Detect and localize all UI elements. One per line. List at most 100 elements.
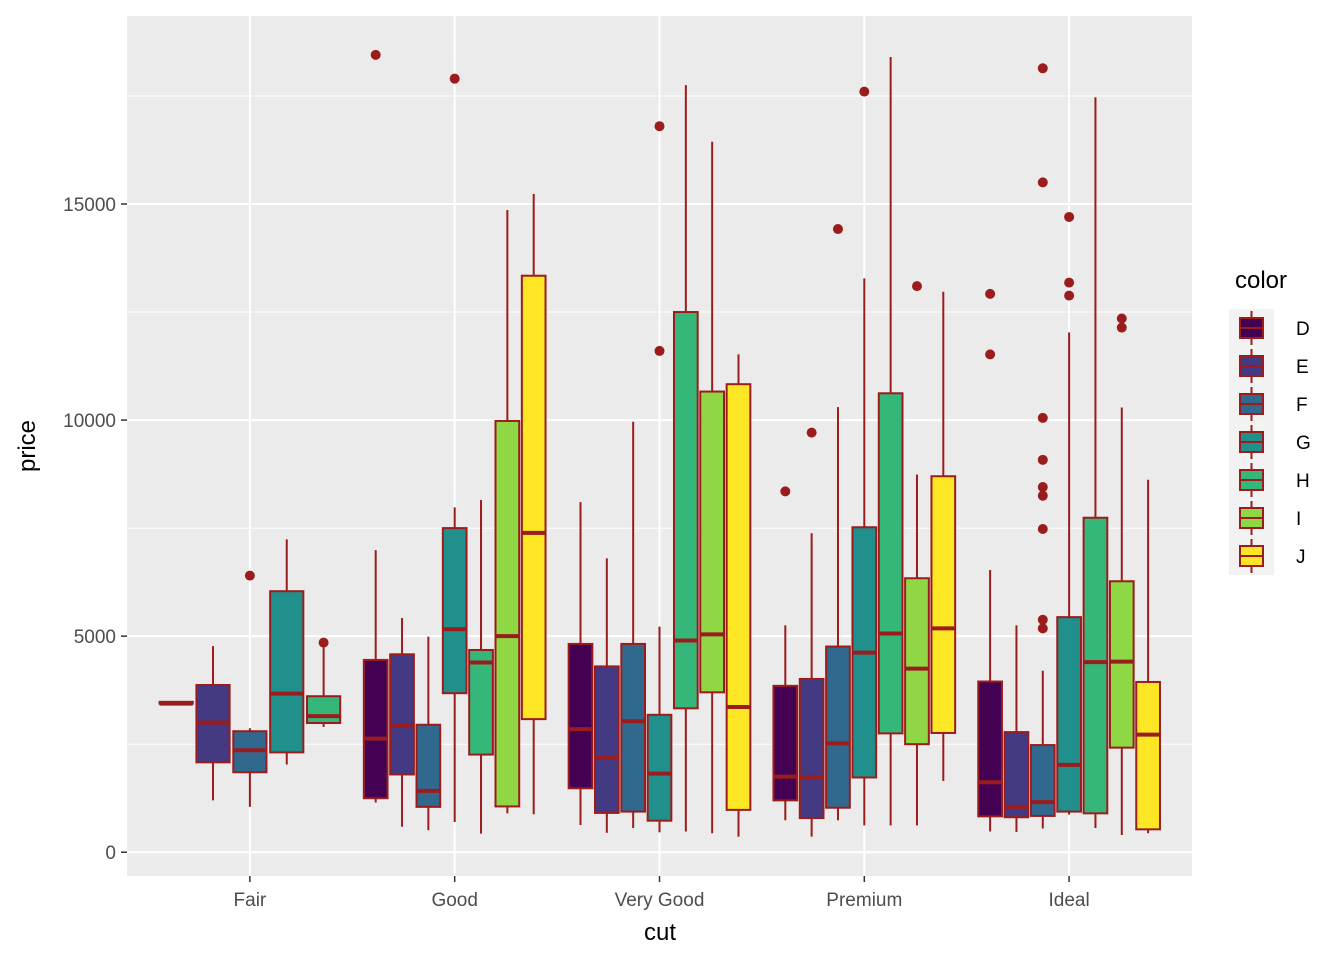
box-body: [904, 577, 930, 746]
outlier-point: [1037, 623, 1048, 634]
outlier-point: [1037, 482, 1048, 493]
outlier-point: [1037, 523, 1048, 534]
box-D-ideal: [977, 288, 1003, 832]
outlier-point: [244, 570, 255, 581]
box-body: [389, 653, 415, 776]
outlier-point: [1116, 313, 1127, 324]
x-tick-label: Ideal: [1049, 890, 1090, 911]
box-body: [593, 665, 620, 814]
box-E-premium: [798, 427, 825, 837]
outlier-point: [832, 224, 843, 235]
legend-label: G: [1296, 433, 1311, 454]
x-axis: Fair Good Very Good Premium Ideal: [234, 876, 1090, 911]
outlier-point: [985, 288, 996, 299]
box-G-fair: [269, 539, 305, 765]
box-E-ideal: [1003, 625, 1030, 832]
legend-label: E: [1296, 357, 1309, 378]
box-body: [1135, 680, 1161, 831]
legend-label: F: [1296, 395, 1308, 416]
box-body: [269, 590, 305, 754]
y-axis: 0 5000 10000 15000: [63, 195, 127, 864]
legend-title: color: [1235, 267, 1287, 294]
box-body: [494, 419, 521, 808]
outlier-point: [1064, 277, 1075, 288]
legend-item-I: I: [1229, 499, 1301, 537]
box-I-premium: [904, 281, 930, 826]
outlier-point: [1037, 454, 1048, 465]
box-H-very-good: [672, 85, 699, 832]
box-body: [362, 658, 389, 800]
box-G-very-good: [646, 121, 673, 833]
box-body: [1056, 616, 1082, 813]
box-D-very-good: [567, 502, 594, 826]
legend-item-G: G: [1229, 423, 1311, 461]
box-body: [646, 713, 673, 822]
box-J-very-good: [725, 354, 752, 837]
legend-item-F: F: [1229, 385, 1308, 423]
box-E-very-good: [593, 558, 620, 833]
outlier-point: [449, 73, 460, 84]
outlier-point: [654, 121, 665, 132]
legend-label: I: [1296, 509, 1301, 530]
x-tick-label: Fair: [234, 890, 267, 911]
outlier-point: [859, 86, 870, 97]
box-body: [1082, 516, 1109, 815]
box-body: [977, 680, 1003, 818]
outlier-point: [780, 486, 791, 497]
box-body: [415, 723, 442, 808]
legend-label: H: [1296, 471, 1310, 492]
outlier-point: [911, 281, 922, 292]
box-F-fair: [232, 570, 268, 807]
box-I-very-good: [699, 141, 726, 834]
outlier-point: [654, 345, 665, 356]
box-H-fair: [306, 637, 342, 727]
box-body: [930, 475, 957, 734]
x-tick-label: Good: [431, 890, 477, 911]
box-body: [441, 527, 468, 695]
box-body: [567, 642, 594, 790]
outlier-point: [1037, 614, 1048, 625]
box-J-good: [520, 194, 547, 815]
y-tick-label: 0: [105, 843, 116, 864]
box-E-good: [389, 618, 415, 827]
outlier-point: [318, 637, 329, 648]
outlier-point: [985, 349, 996, 360]
box-H-good: [468, 500, 494, 834]
legend-label: D: [1296, 319, 1310, 340]
box-H-premium: [877, 57, 904, 826]
outlier-point: [1116, 322, 1127, 333]
box-D-good: [362, 49, 389, 803]
box-body: [306, 695, 342, 725]
legend-label: J: [1296, 547, 1306, 568]
box-body: [798, 677, 825, 820]
outlier-point: [370, 49, 381, 60]
outlier-point: [1037, 177, 1048, 188]
x-tick-label: Very Good: [615, 890, 705, 911]
box-J-ideal: [1135, 479, 1161, 834]
box-G-premium: [851, 86, 878, 826]
box-body: [1003, 731, 1030, 819]
outlier-point: [1037, 63, 1048, 74]
box-body: [699, 390, 726, 694]
legend-item-D: D: [1229, 309, 1310, 347]
outlier-point: [1037, 412, 1048, 423]
box-E-fair: [195, 646, 231, 801]
box-body: [520, 274, 547, 721]
box-body: [825, 645, 851, 809]
legend-item-E: E: [1229, 347, 1309, 385]
box-body: [725, 383, 752, 811]
box-body: [468, 648, 494, 756]
box-body: [672, 311, 699, 710]
box-J-premium: [930, 291, 957, 781]
outlier-point: [1037, 490, 1048, 501]
box-body: [772, 684, 799, 802]
outlier-point: [1064, 290, 1075, 301]
x-axis-title: cut: [644, 919, 676, 946]
box-F-good: [415, 636, 442, 831]
x-tick-label: Premium: [826, 890, 902, 911]
legend-item-H: H: [1229, 461, 1310, 499]
y-tick-label: 5000: [74, 627, 116, 648]
y-tick-label: 10000: [63, 411, 116, 432]
